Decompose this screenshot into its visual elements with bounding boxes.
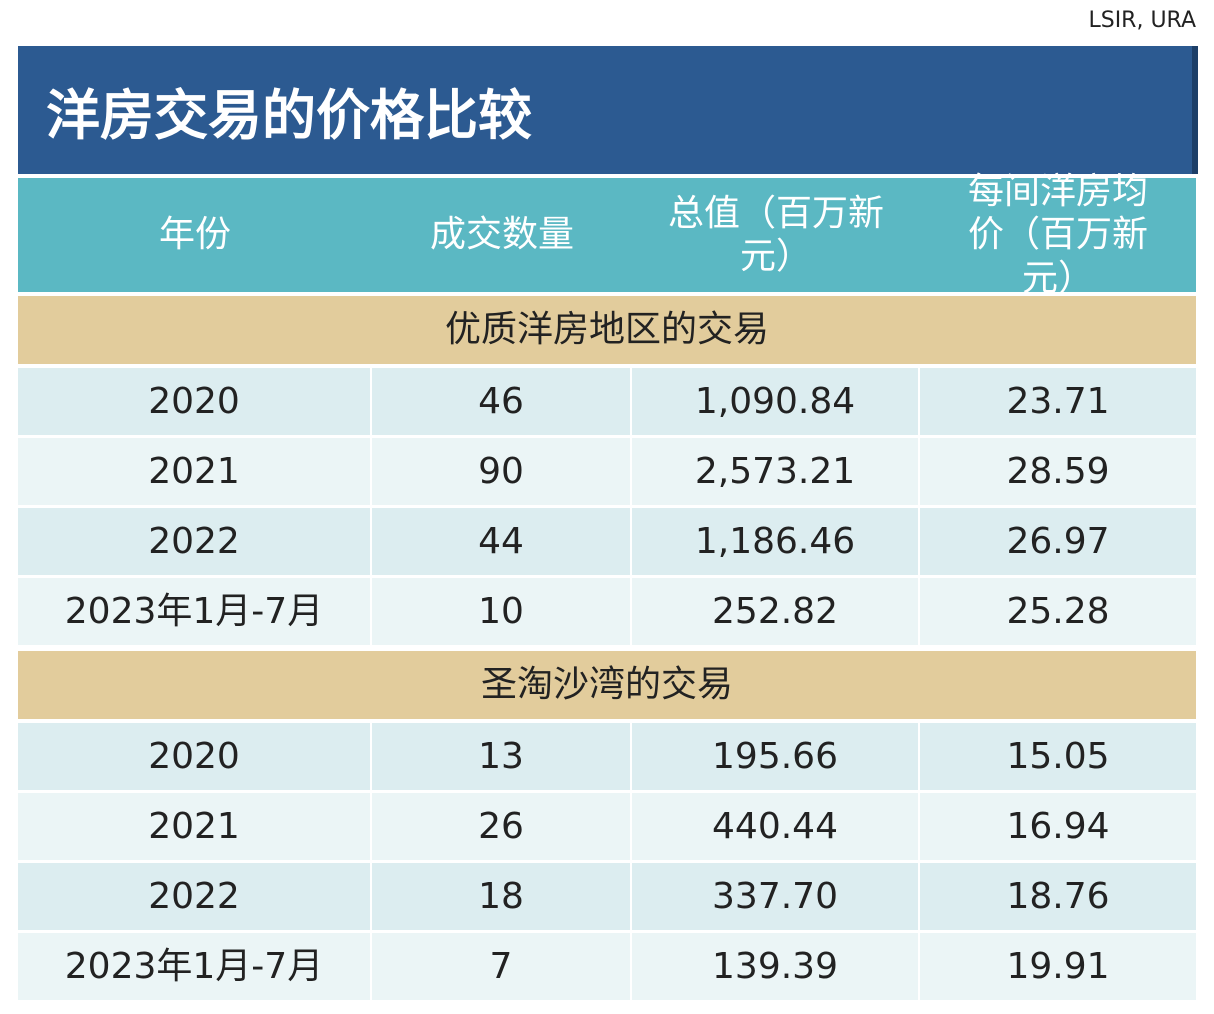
section-header: 优质洋房地区的交易: [18, 296, 1196, 364]
table-cell: 139.39: [632, 933, 918, 1000]
table-cell: 2,573.21: [632, 438, 918, 505]
column-header: 每间洋房均价（百万新元）: [920, 171, 1196, 299]
section-header: 圣淘沙湾的交易: [18, 651, 1196, 719]
table-cell: 46: [372, 368, 630, 435]
table-cell: 2020: [18, 368, 370, 435]
table-cell: 26: [372, 793, 630, 860]
table-cell: 19.91: [920, 933, 1196, 1000]
source: LSIR, URA: [1088, 8, 1196, 33]
title: 洋房交易的价格比较: [18, 46, 1198, 174]
table-cell: 2021: [18, 793, 370, 860]
table-cell: 25.28: [920, 578, 1196, 645]
table-cell: 18.76: [920, 863, 1196, 930]
column-header: 总值（百万新元）: [632, 178, 920, 292]
table-cell: 252.82: [632, 578, 918, 645]
table-cell: 7: [372, 933, 630, 1000]
table-cell: 18: [372, 863, 630, 930]
column-header: 成交数量: [372, 178, 632, 292]
table-cell: 2023年1月-7月: [18, 933, 370, 1000]
table-cell: 2022: [18, 508, 370, 575]
table-cell: 2020: [18, 723, 370, 790]
table-cell: 13: [372, 723, 630, 790]
table-cell: 1,186.46: [632, 508, 918, 575]
table-cell: 2021: [18, 438, 370, 505]
table-cell: 28.59: [920, 438, 1196, 505]
table-cell: 337.70: [632, 863, 918, 930]
column-header: 年份: [18, 178, 372, 292]
table-cell: 23.71: [920, 368, 1196, 435]
table-cell: 90: [372, 438, 630, 505]
table-cell: 195.66: [632, 723, 918, 790]
table-cell: 1,090.84: [632, 368, 918, 435]
table-cell: 10: [372, 578, 630, 645]
table-cell: 440.44: [632, 793, 918, 860]
table-cell: 16.94: [920, 793, 1196, 860]
table-cell: 2022: [18, 863, 370, 930]
table-cell: 15.05: [920, 723, 1196, 790]
table-cell: 2023年1月-7月: [18, 578, 370, 645]
table-cell: 26.97: [920, 508, 1196, 575]
table-cell: 44: [372, 508, 630, 575]
